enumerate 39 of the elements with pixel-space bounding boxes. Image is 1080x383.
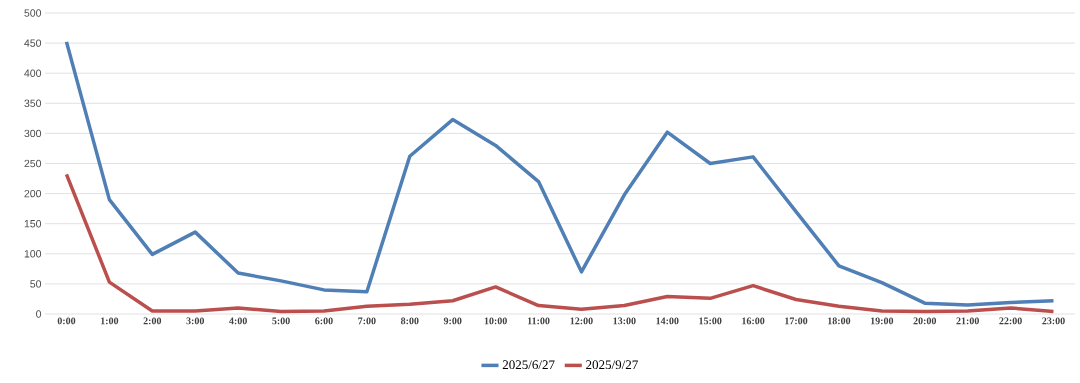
- y-tick-label: 450: [24, 39, 42, 47]
- y-tick-label: 150: [24, 219, 42, 228]
- y-tick-label: 350: [24, 99, 42, 108]
- x-tick-label: 14:00: [656, 317, 679, 325]
- legend-label: 2025/9/27: [586, 360, 638, 370]
- line-series: [64, 172, 1056, 314]
- x-tick-label: 18:00: [828, 317, 851, 325]
- x-tick-label: 9:00: [443, 317, 462, 325]
- x-tick-label: 1:00: [101, 317, 119, 325]
- x-tick-label: 6:00: [315, 317, 333, 325]
- y-tick-label: 400: [24, 69, 42, 77]
- x-tick-label: 0:00: [57, 317, 76, 325]
- x-tick-label: 13:00: [613, 317, 636, 325]
- x-tick-label: 8:00: [400, 317, 419, 325]
- x-tick-label: 16:00: [742, 317, 765, 325]
- x-tick-label: 3:00: [186, 317, 205, 325]
- x-tick-label: 21:00: [956, 317, 979, 325]
- x-tick-label: 5:00: [272, 317, 290, 325]
- x-tick-label: 4:00: [229, 317, 247, 325]
- y-tick-label: 0: [36, 310, 42, 318]
- y-tick-label: 300: [24, 129, 42, 138]
- x-tick-label: 20:00: [913, 317, 937, 325]
- x-tick-label: 2:00: [143, 317, 162, 325]
- x-tick-label: 7:00: [358, 317, 376, 325]
- y-tick-label: 250: [24, 159, 42, 168]
- legend-label: 2025/6/27: [502, 360, 555, 370]
- x-tick-label: 17:00: [785, 317, 808, 325]
- y-tick-label: 50: [30, 280, 42, 288]
- x-tick-label: 22:00: [999, 317, 1022, 325]
- x-tick-label: 23:00: [1042, 317, 1065, 325]
- line-series: [64, 40, 1056, 307]
- x-tick-label: 15:00: [699, 317, 722, 325]
- y-tick-label: 200: [24, 189, 42, 198]
- x-tick-label: 19:00: [870, 317, 894, 325]
- x-tick-label: 11:00: [527, 317, 550, 325]
- x-tick-label: 10:00: [484, 317, 507, 325]
- x-tick-label: 12:00: [570, 317, 593, 325]
- y-tick-label: 500: [24, 9, 42, 17]
- y-tick-label: 100: [24, 250, 42, 258]
